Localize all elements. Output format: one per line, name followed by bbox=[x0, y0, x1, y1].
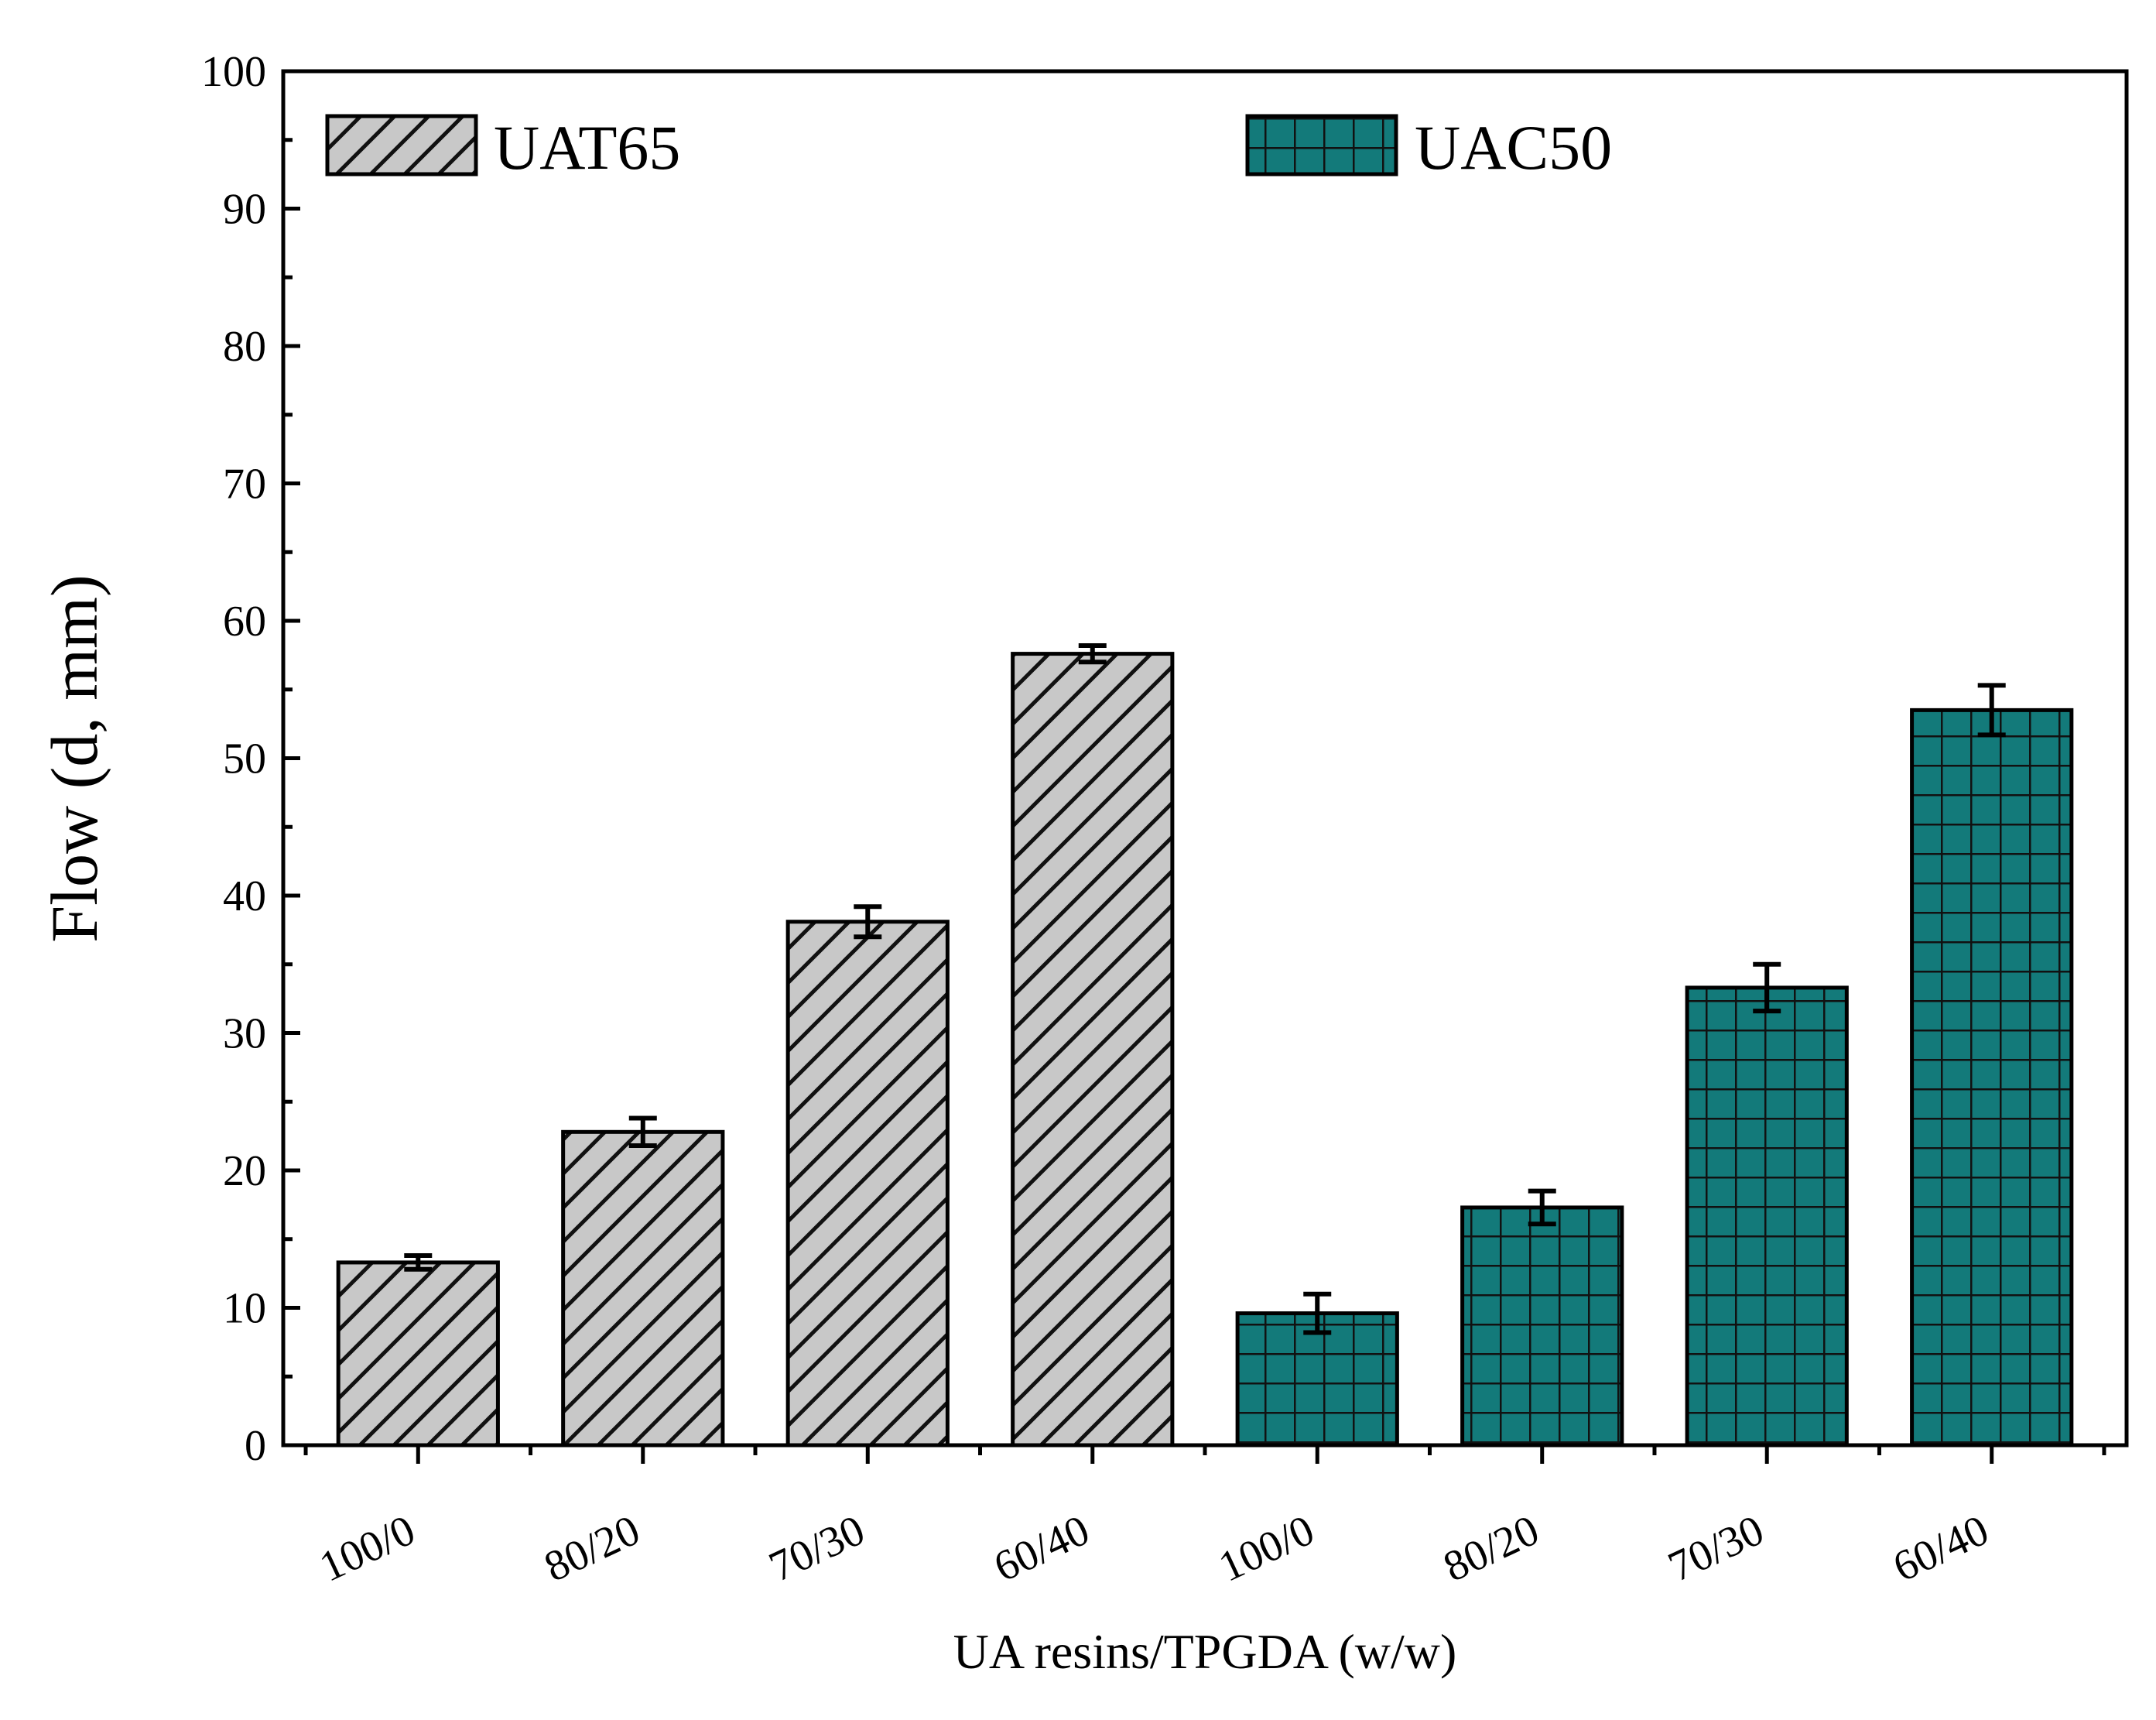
legend-swatch-uat65 bbox=[325, 114, 478, 176]
legend-swatch-uac50 bbox=[1245, 114, 1398, 176]
bar-uac50 bbox=[1910, 708, 2074, 1448]
y-tick-label: 90 bbox=[223, 186, 266, 234]
bar-uat65 bbox=[1011, 652, 1175, 1448]
y-axis: 0 10 20 30 40 50 60 70 80 90 100 bbox=[201, 48, 300, 1470]
x-tick-label: 60/40 bbox=[987, 1506, 1097, 1592]
y-tick-label: 60 bbox=[223, 598, 266, 646]
legend-label-uat65: UAT65 bbox=[494, 112, 680, 183]
x-tick-label: 100/0 bbox=[1212, 1506, 1322, 1592]
y-tick-label: 0 bbox=[245, 1422, 266, 1470]
y-tick-label: 50 bbox=[223, 735, 266, 783]
x-tick-label: 80/20 bbox=[1436, 1506, 1546, 1592]
category-labels: 100/0 80/20 70/30 60/40 100/0 80/20 70/30 60/40 bbox=[313, 1506, 1996, 1592]
legend: UAT65 UAC50 bbox=[325, 112, 1612, 183]
y-axis-title: Flow (d, mm) bbox=[37, 574, 111, 942]
y-tick-label: 30 bbox=[223, 1010, 266, 1058]
x-tick-label: 80/20 bbox=[537, 1506, 647, 1592]
x-axis-title: UA resins/TPGDA (w/w) bbox=[953, 1624, 1457, 1679]
y-tick-label: 10 bbox=[223, 1285, 266, 1333]
error-bars bbox=[404, 642, 2006, 1335]
legend-label-uac50: UAC50 bbox=[1415, 112, 1612, 183]
x-tick-label: 70/30 bbox=[1661, 1506, 1771, 1592]
plot-frame bbox=[281, 69, 2129, 1448]
y-tick-label: 100 bbox=[201, 48, 266, 96]
bar-uat65 bbox=[561, 1129, 725, 1448]
bars bbox=[336, 652, 2074, 1448]
y-tick-label: 70 bbox=[223, 461, 266, 509]
bar-uac50 bbox=[1460, 1205, 1624, 1448]
x-tick-label: 70/30 bbox=[762, 1506, 872, 1592]
bar-uac50 bbox=[1685, 985, 1849, 1448]
bar-uat65 bbox=[336, 1260, 500, 1448]
x-tick-label: 100/0 bbox=[313, 1506, 423, 1592]
x-axis bbox=[303, 1445, 2106, 1464]
y-tick-label: 80 bbox=[223, 323, 266, 371]
x-tick-label: 60/40 bbox=[1886, 1506, 1996, 1592]
bar-uac50 bbox=[1235, 1311, 1399, 1448]
y-tick-label: 20 bbox=[223, 1147, 266, 1195]
bar-uat65 bbox=[785, 920, 950, 1448]
y-tick-label: 40 bbox=[223, 872, 266, 920]
